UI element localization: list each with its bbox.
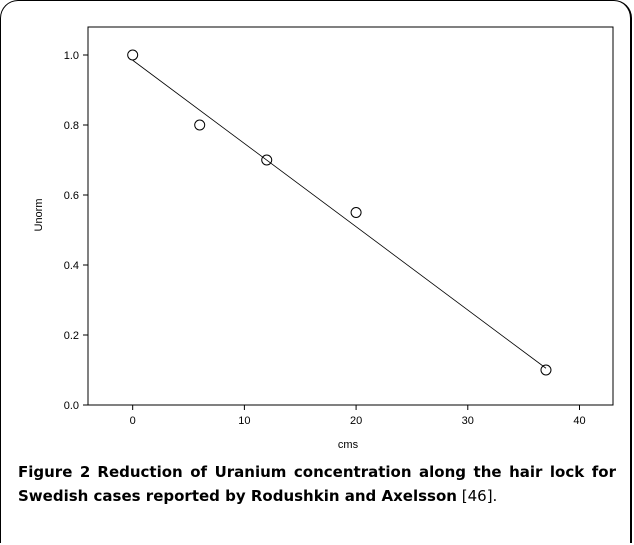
caption-text: Reduction of Uranium concentration along… [18, 463, 616, 505]
data-point [540, 364, 552, 376]
y-tick-label: 0.8 [64, 120, 79, 132]
x-tick-label: 40 [573, 415, 585, 427]
axis-ticks: 0.0 0.2 0.4 0.6 0.8 1.0 0 10 20 30 40 [64, 50, 586, 427]
caption-reference: [46]. [461, 487, 498, 505]
data-point [350, 207, 362, 218]
x-tick-label: 30 [462, 415, 474, 427]
y-axis-label: Unorm [33, 198, 45, 231]
x-tick-label: 0 [130, 415, 136, 427]
data-points [127, 49, 552, 376]
x-tick-label: 10 [238, 415, 250, 427]
data-point [127, 49, 139, 61]
plot-area [87, 26, 614, 406]
figure-caption: Figure 2 Reduction of Uranium concentrat… [18, 460, 616, 508]
scatter-chart: Unorm cms 0.0 0.2 0.4 0.6 0.8 1.0 0 10 20 30 40 [33, 26, 614, 451]
data-point [261, 154, 273, 166]
fit-line-group [132, 59, 547, 369]
fit-line [132, 59, 547, 369]
y-tick-label: 1.0 [64, 50, 79, 62]
data-point [194, 119, 206, 131]
y-tick-label: 0.0 [64, 400, 79, 412]
x-tick-label: 20 [350, 415, 362, 427]
y-tick-label: 0.2 [64, 330, 79, 342]
y-tick-label: 0.4 [64, 260, 79, 272]
x-axis-label: cms [338, 439, 359, 451]
y-tick-label: 0.6 [64, 190, 79, 202]
caption-label: Figure 2 [18, 463, 91, 481]
